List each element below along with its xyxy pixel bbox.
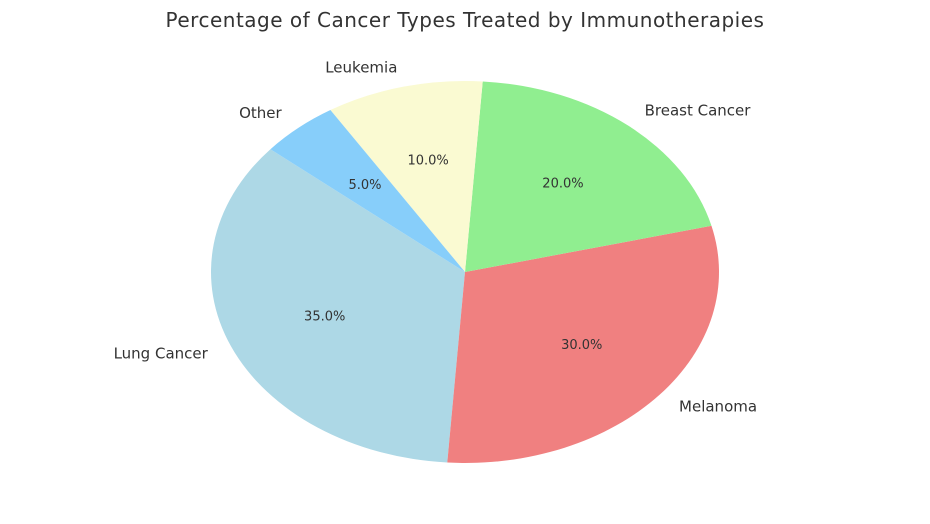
slice-melanoma — [447, 225, 719, 463]
pct-lung-cancer: 35.0% — [304, 309, 345, 324]
pct-other: 5.0% — [349, 178, 382, 193]
slice-other — [270, 110, 465, 272]
label-lung-cancer: Lung Cancer — [114, 345, 209, 363]
chart-title: Percentage of Cancer Types Treated by Im… — [166, 8, 765, 32]
slice-lung-cancer — [211, 149, 465, 463]
label-breast-cancer: Breast Cancer — [645, 102, 752, 120]
label-melanoma: Melanoma — [679, 398, 757, 416]
pct-melanoma: 30.0% — [561, 338, 602, 353]
pie-labels: Lung Cancer 35.0% Melanoma 30.0% Breast Canc… — [114, 59, 757, 416]
pct-leukemia: 10.0% — [407, 153, 448, 168]
label-leukemia: Leukemia — [325, 59, 397, 77]
pct-breast-cancer: 20.0% — [542, 177, 583, 192]
slice-leukemia — [330, 81, 483, 272]
slice-breast-cancer — [465, 81, 712, 272]
pie-slices — [211, 81, 719, 463]
label-other: Other — [239, 104, 282, 122]
